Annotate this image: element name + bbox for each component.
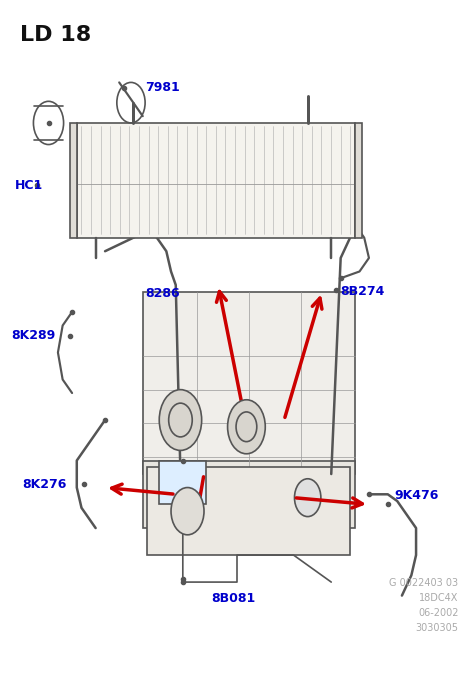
Text: 8K276: 8K276 (23, 478, 67, 491)
Text: 18DC4X: 18DC4X (419, 593, 458, 603)
Text: 8K289: 8K289 (11, 329, 55, 342)
Bar (147, 467, 350, 555)
Circle shape (294, 479, 321, 517)
Circle shape (169, 403, 192, 437)
Circle shape (228, 400, 265, 454)
Text: 8286: 8286 (145, 287, 180, 300)
Text: 7981: 7981 (145, 81, 180, 94)
Text: LD 18: LD 18 (20, 25, 91, 45)
Text: 9K476: 9K476 (395, 489, 439, 502)
Bar (143, 292, 355, 474)
Text: G 0022403 03: G 0022403 03 (389, 578, 458, 588)
Bar (355, 123, 362, 238)
Text: 8B274: 8B274 (341, 285, 385, 298)
Bar (70, 123, 77, 238)
Bar (143, 460, 355, 528)
Text: 06-2002: 06-2002 (418, 608, 458, 618)
Bar (77, 123, 355, 238)
Circle shape (159, 390, 201, 450)
Text: HC1: HC1 (15, 178, 43, 192)
Circle shape (171, 487, 204, 535)
Bar (159, 460, 206, 504)
Text: 8B081: 8B081 (211, 593, 255, 605)
Circle shape (236, 412, 257, 441)
Text: 3030305: 3030305 (416, 622, 458, 633)
